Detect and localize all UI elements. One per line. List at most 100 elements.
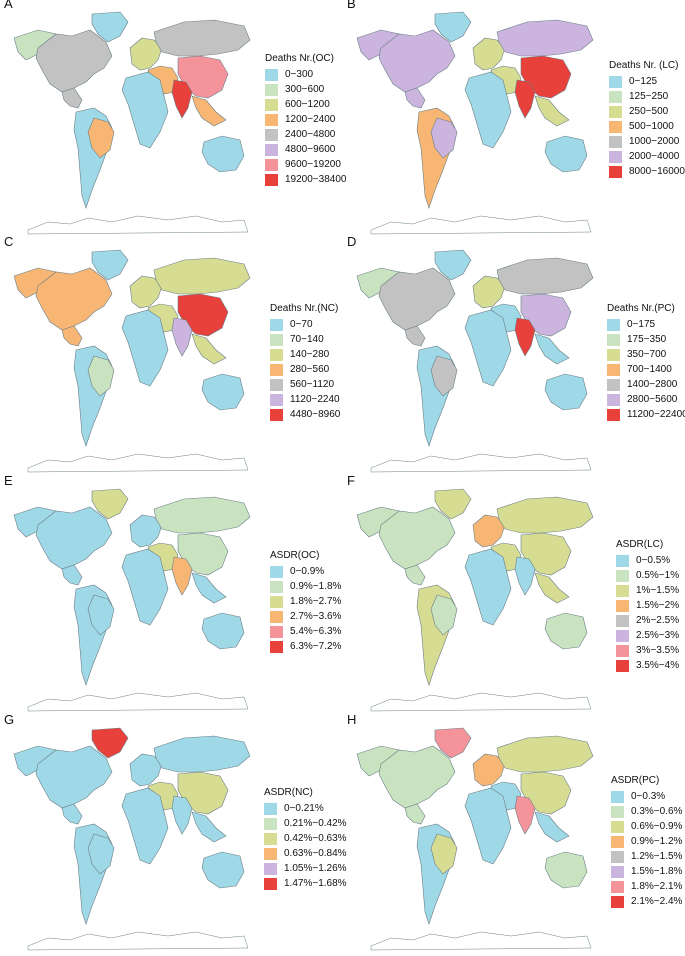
panel-letter: H [347,712,357,727]
legend-item: 0−175 [607,317,685,332]
region-russia [496,496,594,534]
legend-item: 0.21%−0.42% [264,816,347,831]
panel-g: G ASDR(NC) 0−0.21% 0.21%−0.42% 0.42%−0.63%… [0,712,347,954]
region-greenland [434,727,472,759]
legend-item: 500−1000 [609,119,685,134]
legend-item: 70−140 [270,332,340,347]
legend-label: 0−175 [627,319,656,330]
legend-item: 1.2%−1.5% [611,849,682,864]
region-north-america [378,267,456,331]
legend-label: 350−700 [627,349,667,360]
legend-swatch [265,158,278,171]
legend-title: Deaths Nr.(OC) [265,53,334,64]
region-europe [129,514,163,548]
panel-letter: D [347,234,357,249]
region-australia [201,373,245,411]
legend-swatch [611,865,624,878]
legend-label: 8000−16000 [629,166,685,177]
legend-label: 0.63%−0.84% [284,848,347,859]
legend-swatch [264,847,277,860]
panel-letter: C [4,234,14,249]
legend-label: 0−0.9% [290,566,325,577]
region-australia [201,135,245,173]
legend-swatch [270,580,283,593]
legend-swatch [270,595,283,608]
legend-item: 0−300 [265,67,346,82]
legend-item: 1.47%−1.68% [264,876,347,891]
legend-swatch [607,393,620,406]
region-australia [544,135,588,173]
world-map [13,249,251,473]
legend-label: 0−0.21% [284,803,324,814]
legend-item: 1.5%−2% [616,598,679,613]
legend-swatch [270,640,283,653]
legend-item: 2.5%−3% [616,628,679,643]
legend-swatch [270,393,283,406]
region-north-america [404,803,426,825]
panel-d: D Deaths Nr.(PC) 0−175 175−350 350−700 700−… [343,234,685,476]
panel-h: H ASDR(PC) 0−0.3% 0.3%−0.6% 0.6%−0.9% 0.9%−… [343,712,685,954]
legend-swatch [270,378,283,391]
legend-swatch [607,333,620,346]
legend-label: 0−300 [285,69,314,80]
legend-label: 0−125 [629,76,658,87]
legend-item: 125−250 [609,89,685,104]
legend-label: 0.21%−0.42% [284,818,347,829]
legend-item: 1400−2800 [607,377,685,392]
legend-item: 0−70 [270,317,340,332]
legend-label: 2400−4800 [285,129,336,140]
legend-item: 0.6%−0.9% [611,819,682,834]
legend-swatch [611,805,624,818]
legend-item: 280−560 [270,362,340,377]
region-antarctica [370,453,592,473]
legend-item: 0.42%−0.63% [264,831,347,846]
legend-swatch [616,584,629,597]
legend-item: 250−500 [609,104,685,119]
legend-title: ASDR(LC) [616,539,664,550]
legend-label: 0.9%−1.2% [631,836,683,847]
legend-swatch [270,625,283,638]
legend: Deaths Nr.(PC) 0−175 175−350 350−700 700−14… [607,303,685,422]
region-antarctica [27,215,249,235]
world-map [13,727,251,951]
legend-item: 2.7%−3.6% [270,609,341,624]
legend-label: 1400−2800 [627,379,678,390]
legend-swatch [616,659,629,672]
region-north-america [378,745,456,809]
region-southeast-asia [191,572,227,604]
region-north-america [61,325,83,347]
legend-item: 8000−16000 [609,164,685,179]
region-russia [496,735,594,773]
world-map [356,488,594,712]
region-brazil [87,117,115,159]
region-north-america [378,29,456,93]
legend-item: 0−0.9% [270,564,341,579]
legend-swatch [270,348,283,361]
legend: ASDR(OC) 0−0.9% 0.9%−1.8% 1.8%−2.7% 2.7%−3.… [270,550,341,654]
region-india [171,795,193,835]
legend-swatch [270,333,283,346]
region-antarctica [27,692,249,712]
region-africa [464,309,512,387]
legend-swatch [265,143,278,156]
legend-item: 1.8%−2.7% [270,594,341,609]
legend-swatch [265,68,278,81]
region-north-america [61,803,83,825]
legend-swatch [607,408,620,421]
legend-swatch [609,150,622,163]
region-southeast-asia [534,811,570,843]
region-greenland [91,249,129,281]
legend-label: 0.9%−1.8% [290,581,342,592]
panel-a: A Deaths Nr.(OC) 0−300 300−600 600−1200 120… [0,0,346,238]
legend-item: 1.5%−1.8% [611,864,682,879]
legend-label: 175−350 [627,334,667,345]
legend-label: 2.7%−3.6% [290,611,342,622]
legend-item: 1120−2240 [270,392,340,407]
region-brazil [430,355,458,397]
legend: ASDR(PC) 0−0.3% 0.3%−0.6% 0.6%−0.9% 0.9%−1.… [611,775,682,909]
legend-swatch [265,83,278,96]
region-europe [472,275,506,309]
legend-label: 700−1400 [627,364,672,375]
legend-item: 2400−4800 [265,127,346,142]
legend-label: 9600−19200 [285,159,341,170]
